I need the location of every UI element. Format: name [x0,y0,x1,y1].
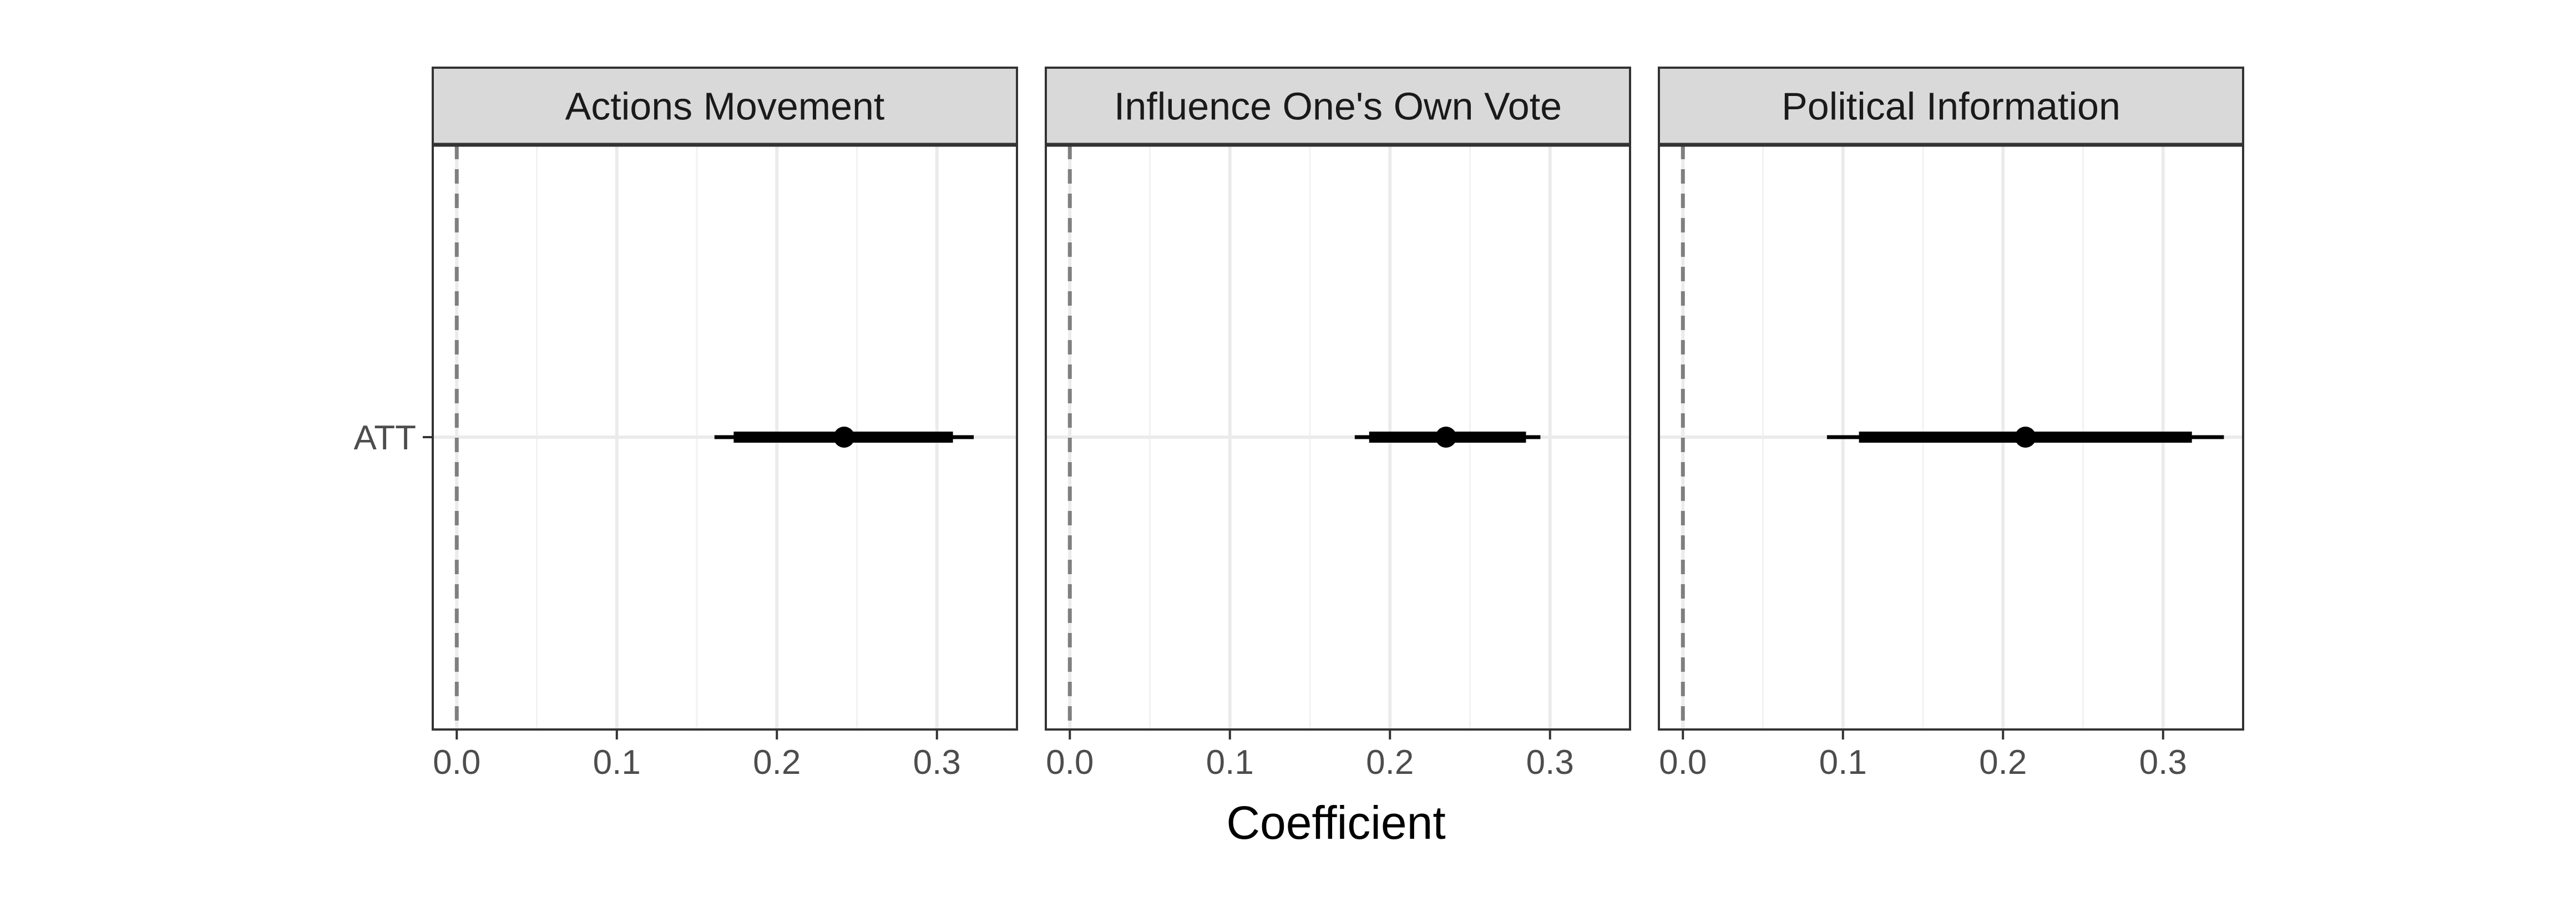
facet-strip-label: Actions Movement [565,85,885,128]
facet-strip [432,67,1018,146]
facet-strip-label: Political Information [1782,85,2120,128]
facet-panel: Influence One's Own Vote 0.0 0.1 0.2 0.3 [1045,67,1631,782]
point-estimate [1435,427,1457,448]
x-tick-label: 0.3 [2139,743,2187,782]
x-tick-label: 0.0 [1046,743,1094,782]
x-tick-label: 0.3 [1526,743,1574,782]
facet-strip [1658,67,2244,146]
x-tick-label: 0.2 [1979,743,2027,782]
facet-panel: Political Information 0.0 0.1 0.2 0.3 [1658,67,2244,782]
x-tick-label: 0.1 [593,743,641,782]
y-axis: ATT [354,419,433,457]
x-tick-label: 0.2 [753,743,801,782]
facet-strip [1045,67,1631,146]
x-tick-label: 0.0 [1659,743,1707,782]
facet-strip-label: Influence One's Own Vote [1114,85,1562,128]
x-axis-title: Coefficient [1226,797,1445,849]
x-tick-label: 0.3 [913,743,961,782]
point-estimate [2015,427,2036,448]
point-estimate [833,427,855,448]
x-tick-label: 0.1 [1819,743,1867,782]
facet-panel: Actions Movement 0.0 0.1 0.2 0.3 [432,67,1018,782]
x-tick-label: 0.0 [433,743,480,782]
y-tick-label: ATT [354,419,417,457]
x-tick-label: 0.2 [1366,743,1414,782]
x-tick-label: 0.1 [1206,743,1254,782]
